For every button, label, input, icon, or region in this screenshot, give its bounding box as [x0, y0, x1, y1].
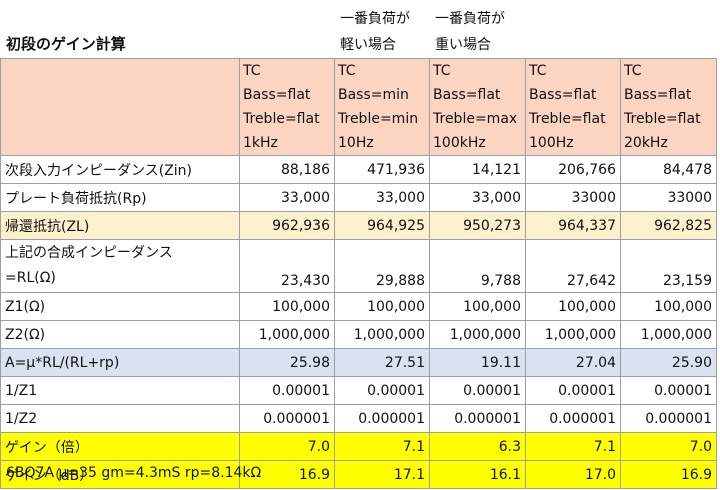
value-cell[interactable]: 0.00001: [429, 376, 526, 405]
value-cell[interactable]: 100,000: [525, 292, 621, 321]
header-cell[interactable]: TC Bass=min Treble=min 10Hz: [334, 58, 430, 156]
value-cell[interactable]: 25.98: [239, 348, 335, 377]
row-label[interactable]: 1/Z2: [0, 404, 240, 433]
value-cell[interactable]: 9,788: [429, 239, 526, 293]
note-heavy-load: 一番負荷が 重い場合: [435, 6, 505, 58]
row-inv-z1: 1/Z1 0.00001 0.00001 0.00001 0.00001 0.0…: [0, 376, 717, 405]
note-line: 軽い場合: [340, 37, 396, 53]
value-cell[interactable]: 1,000,000: [525, 320, 621, 349]
value-cell[interactable]: 0.00001: [525, 376, 621, 405]
row-rp: プレート負荷抵抗(Rp) 33,000 33,000 33,000 33000 …: [0, 183, 717, 212]
value-cell[interactable]: 962,936: [239, 211, 335, 240]
note-light-load: 一番負荷が 軽い場合: [340, 6, 410, 58]
row-inv-z2: 1/Z2 0.000001 0.000001 0.000001 0.000001…: [0, 404, 717, 433]
value-cell[interactable]: 33000: [525, 183, 621, 212]
row-amplification: A=μ*RL/(RL+rp) 25.98 27.51 19.11 27.04 2…: [0, 348, 717, 377]
value-cell[interactable]: 84,478: [620, 155, 717, 184]
value-cell[interactable]: 100,000: [334, 292, 430, 321]
row-gain-db: ゲイン（dB） 16.9 17.1 16.1 17.0 16.9: [0, 460, 717, 489]
value-cell[interactable]: 0.000001: [334, 404, 430, 433]
header-cell[interactable]: TC Bass=flat Treble=flat 1kHz: [239, 58, 335, 156]
note-line: 一番負荷が: [340, 11, 410, 27]
value-cell[interactable]: 16.9: [620, 460, 717, 489]
value-cell[interactable]: 7.1: [334, 432, 430, 461]
row-gain-times: ゲイン（倍） 7.0 7.1 6.3 7.1 7.0: [0, 432, 717, 461]
value-cell[interactable]: 0.000001: [239, 404, 335, 433]
value-cell[interactable]: 100,000: [429, 292, 526, 321]
gain-table: TC Bass=flat Treble=flat 1kHz TC Bass=min T…: [0, 58, 717, 489]
value-cell[interactable]: 29,888: [334, 239, 430, 293]
sheet-title: 初段のゲイン計算: [6, 35, 126, 53]
value-cell[interactable]: 23,159: [620, 239, 717, 293]
row-label[interactable]: プレート負荷抵抗(Rp): [0, 183, 240, 212]
note-line: 一番負荷が: [435, 11, 505, 27]
row-label[interactable]: ゲイン（dB）: [0, 460, 240, 489]
value-cell[interactable]: 27,642: [525, 239, 621, 293]
value-cell[interactable]: 100,000: [620, 292, 717, 321]
title-row: 初段のゲイン計算 一番負荷が 軽い場合 一番負荷が 重い場合: [0, 0, 720, 58]
value-cell[interactable]: 19.11: [429, 348, 526, 377]
value-cell[interactable]: 27.04: [525, 348, 621, 377]
row-label[interactable]: 1/Z1: [0, 376, 240, 405]
row-z1: Z1(Ω) 100,000 100,000 100,000 100,000 10…: [0, 292, 717, 321]
value-cell[interactable]: 7.0: [239, 432, 335, 461]
value-cell[interactable]: 471,936: [334, 155, 430, 184]
value-cell[interactable]: 0.000001: [525, 404, 621, 433]
value-cell[interactable]: 7.1: [525, 432, 621, 461]
row-label[interactable]: A=μ*RL/(RL+rp): [0, 348, 240, 377]
value-cell[interactable]: 0.000001: [620, 404, 717, 433]
value-cell[interactable]: 88,186: [239, 155, 335, 184]
row-label[interactable]: 上記の合成インピーダンス =RL(Ω): [0, 239, 240, 293]
value-cell[interactable]: 0.00001: [239, 376, 335, 405]
value-cell[interactable]: 23,430: [239, 239, 335, 293]
value-cell[interactable]: 33,000: [239, 183, 335, 212]
row-label[interactable]: Z2(Ω): [0, 320, 240, 349]
value-cell[interactable]: 27.51: [334, 348, 430, 377]
header-cell[interactable]: TC Bass=flat Treble=flat 100Hz: [525, 58, 621, 156]
row-rl: 上記の合成インピーダンス =RL(Ω) 23,430 29,888 9,788 2…: [0, 239, 717, 293]
value-cell[interactable]: 17.0: [525, 460, 621, 489]
value-cell[interactable]: 1,000,000: [334, 320, 430, 349]
value-cell[interactable]: 950,273: [429, 211, 526, 240]
value-cell[interactable]: 25.90: [620, 348, 717, 377]
tube-spec-note[interactable]: 6BQ7A μ=35 gm=4.3mS rp=8.14kΩ: [6, 465, 262, 481]
value-cell[interactable]: 33000: [620, 183, 717, 212]
value-cell[interactable]: 962,825: [620, 211, 717, 240]
value-cell[interactable]: 1,000,000: [429, 320, 526, 349]
value-cell[interactable]: 964,337: [525, 211, 621, 240]
value-cell[interactable]: 33,000: [429, 183, 526, 212]
header-cell[interactable]: TC Bass=flat Treble=flat 20kHz: [620, 58, 717, 156]
value-cell[interactable]: 16.1: [429, 460, 526, 489]
note-line: 重い場合: [435, 37, 491, 53]
header-row: TC Bass=flat Treble=flat 1kHz TC Bass=min T…: [0, 58, 717, 156]
header-corner-cell[interactable]: [0, 58, 240, 156]
value-cell[interactable]: 0.00001: [620, 376, 717, 405]
value-cell[interactable]: 7.0: [620, 432, 717, 461]
row-label[interactable]: 帰還抵抗(ZL): [0, 211, 240, 240]
value-cell[interactable]: 1,000,000: [620, 320, 717, 349]
row-label[interactable]: Z1(Ω): [0, 292, 240, 321]
value-cell[interactable]: 0.000001: [429, 404, 526, 433]
row-z2: Z2(Ω) 1,000,000 1,000,000 1,000,000 1,00…: [0, 320, 717, 349]
value-cell[interactable]: 0.00001: [334, 376, 430, 405]
row-label[interactable]: ゲイン（倍）: [0, 432, 240, 461]
value-cell[interactable]: 100,000: [239, 292, 335, 321]
value-cell[interactable]: 33,000: [334, 183, 430, 212]
value-cell[interactable]: 206,766: [525, 155, 621, 184]
value-cell[interactable]: 964,925: [334, 211, 430, 240]
value-cell[interactable]: 6.3: [429, 432, 526, 461]
row-zl: 帰還抵抗(ZL) 962,936 964,925 950,273 964,337…: [0, 211, 717, 240]
value-cell[interactable]: 1,000,000: [239, 320, 335, 349]
value-cell[interactable]: 14,121: [429, 155, 526, 184]
value-cell[interactable]: 17.1: [334, 460, 430, 489]
row-zin: 次段入力インピーダンス(Zin) 88,186 471,936 14,121 2…: [0, 155, 717, 184]
row-label[interactable]: 次段入力インピーダンス(Zin): [0, 155, 240, 184]
header-cell[interactable]: TC Bass=flat Treble=max 100kHz: [429, 58, 526, 156]
